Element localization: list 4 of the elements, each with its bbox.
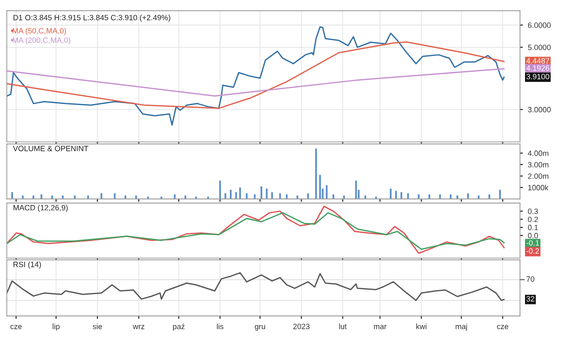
line-series: [6, 212, 505, 250]
line-series: [6, 68, 505, 97]
line-series: [6, 26, 505, 126]
line-series: [6, 206, 505, 254]
